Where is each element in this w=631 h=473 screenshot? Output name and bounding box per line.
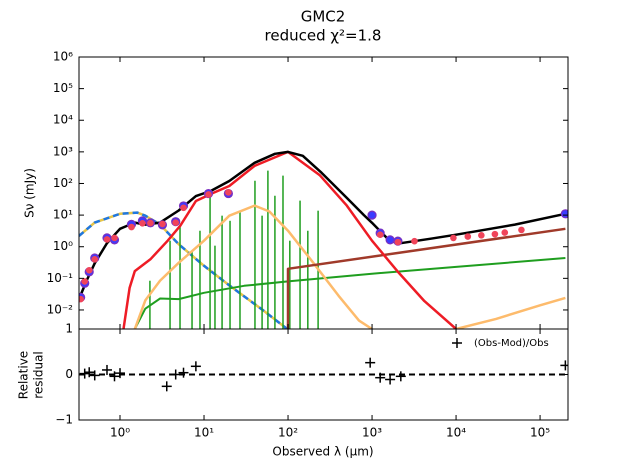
residual-point	[375, 372, 386, 383]
model-point	[147, 219, 154, 227]
x-tick-label: 10⁴	[446, 426, 466, 440]
plot-area	[79, 150, 568, 329]
x-tick-label: 10³	[362, 426, 382, 440]
x-axis-label: Observed λ (μm)	[272, 445, 373, 459]
model-point	[464, 233, 472, 240]
residual-point	[190, 361, 201, 372]
y-tick-label: 10⁵	[53, 81, 73, 95]
legend-label: (Obs-Mod)/Obs	[474, 338, 549, 349]
axes: 10⁻² 10⁻¹ 10⁰ 10¹ 10² 10³ 10⁴ 10⁵ 10⁶ −1 0 1 10⁰ 10¹ 1…	[47, 50, 569, 440]
model-point	[180, 204, 187, 212]
residual-point	[161, 381, 172, 392]
model-point	[159, 220, 166, 228]
model-line	[286, 227, 566, 329]
residual-point	[89, 370, 100, 381]
y-axis-label: Sν (mJy)	[23, 168, 37, 218]
y-tick-label: 10⁴	[53, 113, 73, 127]
model-line	[122, 150, 457, 329]
model-line	[79, 211, 289, 329]
model-point	[501, 229, 509, 236]
y-tick-label: 10⁻¹	[47, 271, 74, 285]
x-tick-label: 10⁰	[110, 426, 130, 440]
y-tick-label: 10²	[53, 176, 73, 190]
model-point	[81, 278, 89, 285]
residual-point	[178, 367, 189, 378]
model-point	[411, 237, 418, 245]
model-point	[205, 191, 212, 198]
observed-point	[385, 235, 395, 245]
observed-point	[367, 210, 377, 220]
y-tick-label: 0	[65, 367, 73, 381]
residual-area	[79, 357, 568, 392]
model-point	[128, 223, 135, 231]
residual-point	[395, 371, 406, 382]
model-point	[376, 231, 384, 238]
model-point	[225, 189, 232, 196]
y-tick-label: 10³	[53, 144, 73, 158]
y-axis-label: residual	[32, 351, 46, 399]
y-tick-label: 10¹	[53, 208, 73, 222]
y-tick-label: 10⁰	[53, 239, 73, 253]
model-point	[491, 230, 499, 238]
y-tick-label: −1	[55, 413, 73, 427]
residual-point	[170, 369, 181, 380]
residual-point	[560, 360, 568, 371]
model-point	[91, 256, 99, 263]
residual-point	[115, 368, 126, 379]
chart-title: GMC2	[301, 8, 346, 26]
model-point	[111, 234, 118, 242]
model-point	[85, 266, 93, 274]
model-point	[478, 231, 485, 239]
observed-point	[560, 209, 568, 219]
x-tick-label: 10¹	[194, 426, 214, 440]
residual-point	[79, 368, 90, 379]
model-point	[450, 234, 457, 242]
y-axis-label: Relative	[17, 351, 31, 399]
residual-point	[385, 374, 396, 385]
model-line	[133, 204, 566, 329]
chart-subtitle: reduced χ²=1.8	[265, 27, 382, 45]
model-point	[394, 238, 402, 246]
x-tick-label: 10⁵	[530, 426, 550, 440]
model-point	[172, 219, 179, 226]
y-tick-label: 10⁻²	[47, 302, 74, 316]
model-line	[133, 257, 566, 329]
residual-point	[84, 367, 95, 378]
axes-frame	[78, 56, 569, 330]
model-point	[518, 226, 525, 234]
model-line	[79, 211, 289, 329]
model-point	[79, 295, 84, 303]
legend-key	[452, 338, 462, 348]
residual-point	[365, 357, 376, 368]
y-tick-label: 10⁶	[53, 50, 73, 64]
model-point	[103, 236, 111, 243]
residual-point	[101, 364, 112, 375]
x-tick-label: 10²	[278, 426, 298, 440]
model-point	[139, 220, 146, 227]
y-tick-label: 1	[65, 322, 73, 336]
residual-point	[109, 371, 120, 382]
